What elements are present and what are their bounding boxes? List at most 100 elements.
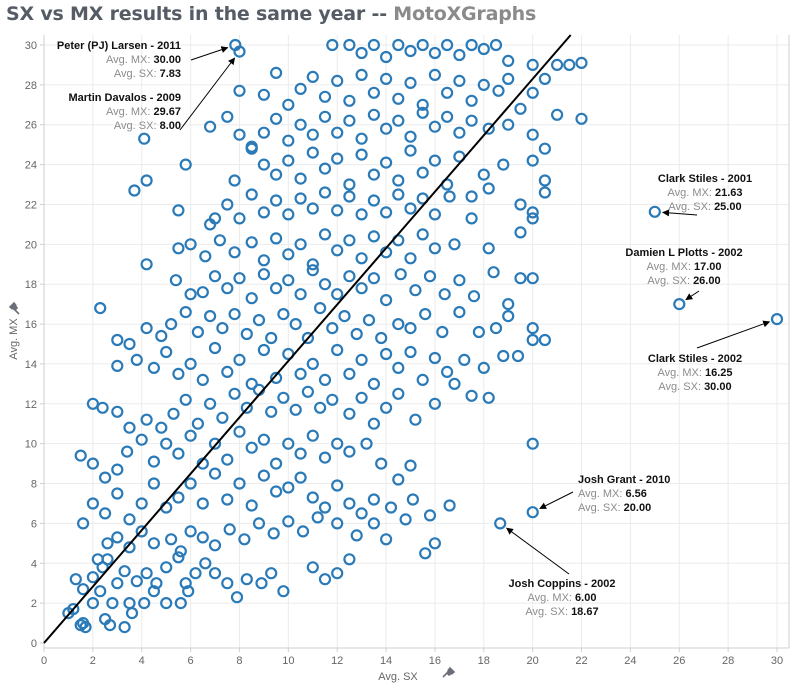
data-point [465,114,478,127]
annotation-arrow [179,57,236,131]
data-point [343,367,356,380]
annotation-mx-value: 17.00 [694,261,722,273]
data-point [282,515,295,528]
data-point [331,288,344,301]
data-point [404,44,417,58]
data-point [343,38,356,52]
data-point [392,174,405,187]
annotation-mx: Avg. MX: 16.25 [657,367,732,379]
data-point [326,38,339,52]
data-point [98,471,112,484]
annotation-mx-value: 6.00 [575,592,596,604]
data-point [458,353,471,366]
data-point [233,84,246,97]
data-point [419,308,432,321]
data-point [103,618,117,632]
data-point [125,606,139,620]
data-point [270,168,283,181]
data-point [367,168,380,181]
data-point [487,266,500,279]
x-tick-label: 28 [722,655,734,667]
data-point [367,272,380,285]
data-point [318,186,332,199]
data-point [526,86,539,99]
y-tick-label: 4 [31,558,37,570]
data-point [270,485,283,498]
data-point [375,331,388,345]
pin-icon[interactable] [442,666,456,678]
x-tick-label: 0 [41,655,47,667]
data-point [343,270,356,283]
data-point [255,577,268,590]
data-point [367,38,380,52]
data-point [118,565,131,578]
data-point [526,437,539,450]
x-tick-label: 2 [90,655,96,667]
x-tick-label: 6 [188,655,194,667]
data-point [221,577,234,590]
data-point [380,294,393,307]
data-point [318,162,332,175]
data-point [343,94,356,107]
data-point [294,192,307,205]
data-point [196,531,209,544]
data-point [306,146,319,159]
annotation-arrow [685,290,700,301]
data-point [409,413,422,426]
data-point [216,411,229,424]
data-point [380,206,393,219]
data-point [204,120,217,133]
title-brand: MotoXGraphs [393,3,537,25]
data-point [394,268,407,281]
data-point [147,585,160,598]
axis-labels: Avg. SX Avg. MX [8,301,456,683]
annotation-sx: Avg. SX: 8.00 [114,120,181,132]
data-point [208,539,222,552]
data-point [343,178,356,191]
annotation-sx-value: 25.00 [714,201,742,213]
data-point [208,212,222,225]
data-point [482,391,495,404]
annotation-sx-key: Avg. SX: [658,381,704,393]
y-tick-label: 26 [25,120,37,132]
data-point [277,585,290,598]
data-point [318,501,332,514]
data-point [294,288,307,301]
data-point [492,84,505,97]
data-point [343,445,356,458]
data-point [428,68,441,82]
data-point [423,270,437,283]
annotation-mx: Avg. MX: 6.00 [528,592,597,604]
x-tick-label: 8 [236,655,242,667]
data-point [69,573,82,586]
data-point [221,365,234,378]
data-point [296,525,310,538]
data-point [419,547,432,560]
data-point [199,557,212,570]
data-point [392,38,405,52]
data-point [409,284,422,297]
data-point [147,361,160,374]
data-point [648,205,661,218]
data-point [233,128,246,141]
annotation-mx-value: 6.56 [625,488,646,500]
data-point [282,134,295,147]
data-point [233,425,246,438]
data-point [189,567,202,580]
annotation-mx: Avg. MX: 21.63 [667,187,742,199]
trend-line [43,34,572,644]
data-point [76,583,90,596]
x-tick-label: 20 [527,655,539,667]
data-point [443,190,456,203]
data-point [233,45,246,58]
data-point [428,242,441,255]
data-point [318,373,332,386]
data-point [306,128,319,141]
pin-icon[interactable] [8,301,20,315]
data-point [404,202,417,215]
data-point [538,333,552,347]
annotation-sx: Avg. SX: 26.00 [647,275,720,287]
data-point [111,463,124,476]
